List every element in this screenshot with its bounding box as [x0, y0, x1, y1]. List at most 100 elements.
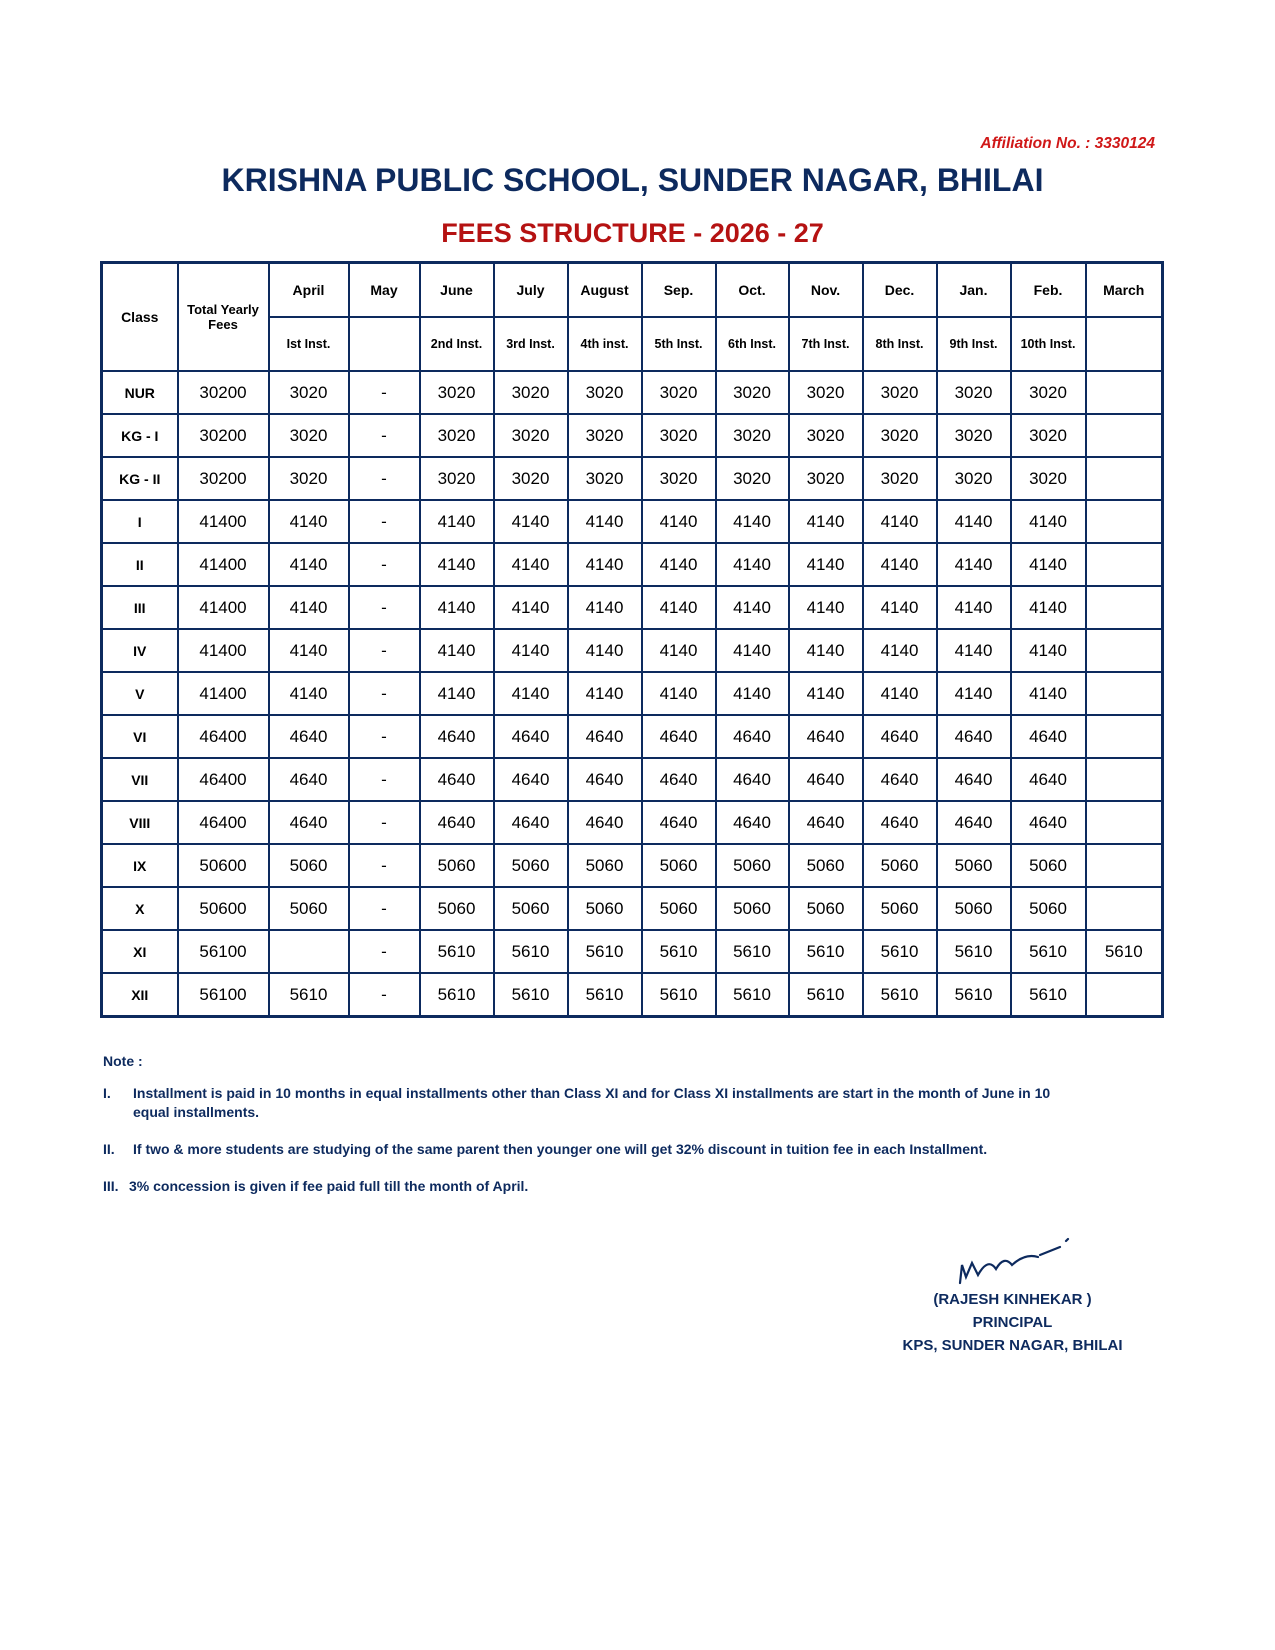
total-fees-cell: 41400	[176, 499, 270, 544]
installment-amount-cell: 4140	[267, 499, 350, 544]
header-row-installments: Ist Inst. 2nd Inst. 3rd Inst. 4th inst. 5th …	[102, 316, 1164, 372]
installment-amount-cell: 3020	[492, 456, 569, 501]
installment-amount-cell: 5610	[1009, 929, 1087, 974]
installment-header: 9th Inst.	[935, 316, 1012, 372]
note-item: III. 3% concession is given if fee paid …	[103, 1177, 1063, 1196]
installment-amount-cell: 5060	[418, 886, 495, 931]
installment-amount-cell: 5060	[935, 886, 1012, 931]
month-header: May	[347, 261, 421, 318]
signature-block: (RAJESH KINHEKAR ) PRINCIPAL KPS, SUNDER…	[860, 1288, 1165, 1357]
class-name-cell: XI	[100, 929, 179, 974]
total-fees-cell: 50600	[176, 843, 270, 888]
installment-header: 5th Inst.	[640, 316, 717, 372]
installment-amount-cell: 3020	[935, 370, 1012, 415]
installment-amount-cell: 4640	[492, 757, 569, 802]
installment-amount-cell: 3020	[787, 413, 864, 458]
total-fees-cell: 30200	[176, 456, 270, 501]
fees-table: Class Total Yearly Fees April May June July Au…	[100, 261, 1164, 1018]
note-number: I.	[103, 1085, 111, 1101]
installment-amount-cell: 3020	[861, 370, 938, 415]
installment-amount-cell	[1084, 843, 1164, 888]
installment-amount-cell: 4640	[714, 714, 790, 759]
class-name-cell: XII	[100, 972, 179, 1018]
class-name-cell: I	[100, 499, 179, 544]
principal-name: (RAJESH KINHEKAR )	[933, 1291, 1092, 1308]
total-fees-cell: 41400	[176, 628, 270, 673]
installment-amount-cell: 4640	[418, 757, 495, 802]
installment-header: 7th Inst.	[787, 316, 864, 372]
installment-amount-cell: 5610	[418, 972, 495, 1018]
installment-amount-cell: 5610	[861, 972, 938, 1018]
table-row: XI 56100-5610 5610 5610 5610 5610 5610 5610 5610…	[100, 929, 1164, 974]
installment-amount-cell: 4140	[787, 671, 864, 716]
installment-amount-cell: -	[347, 499, 421, 544]
table-row: X 50600 5060-5060 5060 5060 5060 5060 5060 5060 5…	[100, 886, 1164, 931]
installment-amount-cell: 3020	[640, 456, 717, 501]
month-header: Oct.	[714, 261, 790, 318]
installment-amount-cell: 4640	[935, 714, 1012, 759]
note-text: If two & more students are studying of t…	[133, 1141, 988, 1157]
installment-amount-cell: 3020	[267, 370, 350, 415]
class-name-cell: VIII	[100, 800, 179, 845]
installment-amount-cell: 4140	[418, 628, 495, 673]
month-header: Jan.	[935, 261, 1012, 318]
installment-amount-cell: 4140	[1009, 585, 1087, 630]
note-item: II. If two & more students are studying …	[103, 1140, 1063, 1159]
class-name-cell: VI	[100, 714, 179, 759]
total-fees-cell: 41400	[176, 671, 270, 716]
installment-amount-cell	[1084, 757, 1164, 802]
table-row: VI 46400 4640-4640 4640 4640 4640 4640 4640 4640…	[100, 714, 1164, 759]
installment-amount-cell: 5610	[935, 929, 1012, 974]
installment-amount-cell: 4640	[566, 714, 643, 759]
installment-amount-cell: 4140	[640, 628, 717, 673]
installment-amount-cell: 4140	[566, 499, 643, 544]
installment-amount-cell: 5610	[787, 972, 864, 1018]
table-row: VIII 46400 4640-4640 4640 4640 4640 4640 4640 46…	[100, 800, 1164, 845]
note-item: I. Installment is paid in 10 months in e…	[103, 1084, 1063, 1122]
installment-amount-cell: -	[347, 456, 421, 501]
installment-amount-cell: 4140	[492, 499, 569, 544]
total-fees-cell: 41400	[176, 542, 270, 587]
installment-amount-cell: 4640	[566, 800, 643, 845]
installment-amount-cell: 4140	[1009, 628, 1087, 673]
installment-amount-cell	[1084, 585, 1164, 630]
installment-header: 8th Inst.	[861, 316, 938, 372]
month-header: April	[267, 261, 350, 318]
installment-amount-cell	[1084, 542, 1164, 587]
installment-amount-cell: 5610	[566, 972, 643, 1018]
total-fees-cell: 50600	[176, 886, 270, 931]
installment-amount-cell: 5610	[640, 929, 717, 974]
month-header: Sep.	[640, 261, 717, 318]
installment-amount-cell: 4640	[714, 757, 790, 802]
note-text: 3% concession is given if fee paid full …	[129, 1178, 529, 1194]
installment-amount-cell: 5060	[640, 843, 717, 888]
installment-amount-cell: 4140	[492, 671, 569, 716]
installment-amount-cell: 4140	[861, 499, 938, 544]
installment-amount-cell: 4140	[267, 671, 350, 716]
installment-amount-cell: 4640	[935, 757, 1012, 802]
installment-amount-cell: -	[347, 628, 421, 673]
installment-amount-cell: 3020	[418, 370, 495, 415]
installment-amount-cell: 3020	[640, 413, 717, 458]
installment-amount-cell: 5060	[861, 886, 938, 931]
installment-amount-cell: 3020	[1009, 413, 1087, 458]
installment-amount-cell	[1084, 499, 1164, 544]
installment-amount-cell: 4640	[935, 800, 1012, 845]
installment-amount-cell: 4140	[640, 499, 717, 544]
installment-amount-cell: 3020	[267, 413, 350, 458]
class-name-cell: X	[100, 886, 179, 931]
installment-amount-cell: 4140	[640, 542, 717, 587]
class-name-cell: KG - I	[100, 413, 179, 458]
total-fees-cell: 41400	[176, 585, 270, 630]
installment-amount-cell: -	[347, 585, 421, 630]
month-header: Nov.	[787, 261, 864, 318]
installment-amount-cell: 5610	[566, 929, 643, 974]
installment-amount-cell: 5610	[861, 929, 938, 974]
installment-amount-cell: 4140	[714, 671, 790, 716]
installment-amount-cell	[267, 929, 350, 974]
installment-amount-cell: 4140	[640, 585, 717, 630]
month-header: June	[418, 261, 495, 318]
month-header: Feb.	[1009, 261, 1087, 318]
installment-amount-cell: 4640	[1009, 757, 1087, 802]
installment-amount-cell: 3020	[787, 456, 864, 501]
